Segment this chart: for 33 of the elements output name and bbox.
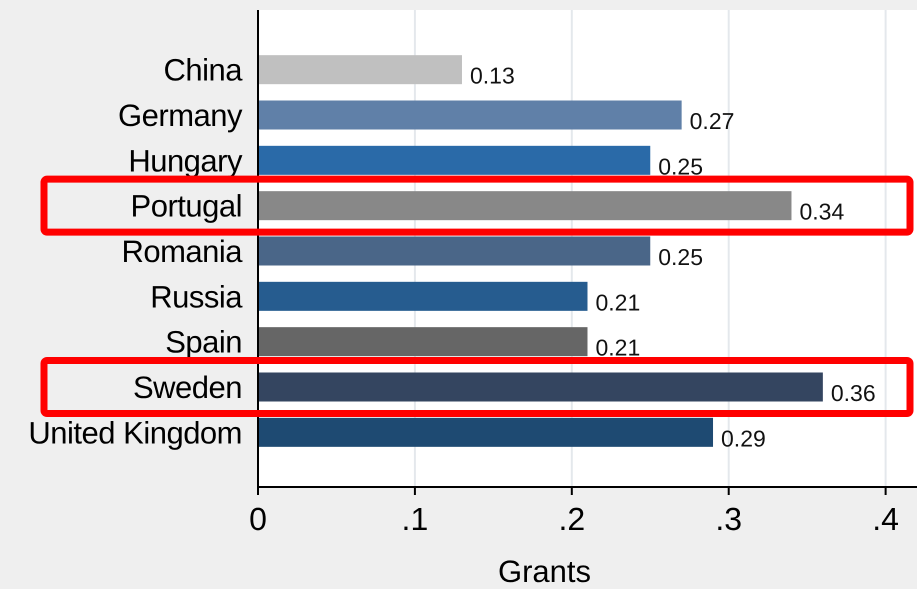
data-label: 0.27 [690, 108, 734, 134]
bar [258, 55, 462, 84]
y-tick-label: Russia [150, 279, 244, 314]
data-label: 0.29 [721, 425, 766, 452]
data-label: 0.21 [596, 334, 640, 361]
x-tick-label: .4 [872, 501, 899, 537]
data-label: 0.21 [596, 289, 640, 316]
y-tick-label: Sweden [132, 370, 242, 405]
data-label: 0.25 [658, 244, 704, 270]
bar [258, 418, 714, 447]
x-tick-label: .3 [715, 501, 742, 537]
y-tick-label: United Kingdom [28, 415, 242, 450]
y-tick-label: China [164, 52, 244, 88]
data-label: 0.36 [830, 380, 876, 406]
y-tick-label: Portugal [130, 188, 242, 224]
bar [258, 236, 650, 266]
x-axis-title: Grants [498, 554, 592, 589]
data-label: 0.34 [799, 198, 844, 225]
bar [258, 282, 588, 311]
x-tick-label: 0 [249, 501, 267, 537]
data-label: 0.25 [658, 153, 704, 180]
y-tick-label: Spain [165, 324, 242, 360]
x-tick-label: .1 [402, 501, 428, 537]
x-tick-label: .2 [558, 501, 586, 537]
bar [258, 146, 650, 175]
y-tick-label: Hungary [128, 143, 243, 178]
bar [258, 191, 792, 220]
y-tick-label: Romania [121, 234, 244, 269]
data-label: 0.13 [470, 62, 515, 89]
bar [258, 100, 682, 130]
bar [258, 327, 588, 356]
y-tick-label: Germany [118, 98, 243, 133]
bar [258, 372, 823, 402]
